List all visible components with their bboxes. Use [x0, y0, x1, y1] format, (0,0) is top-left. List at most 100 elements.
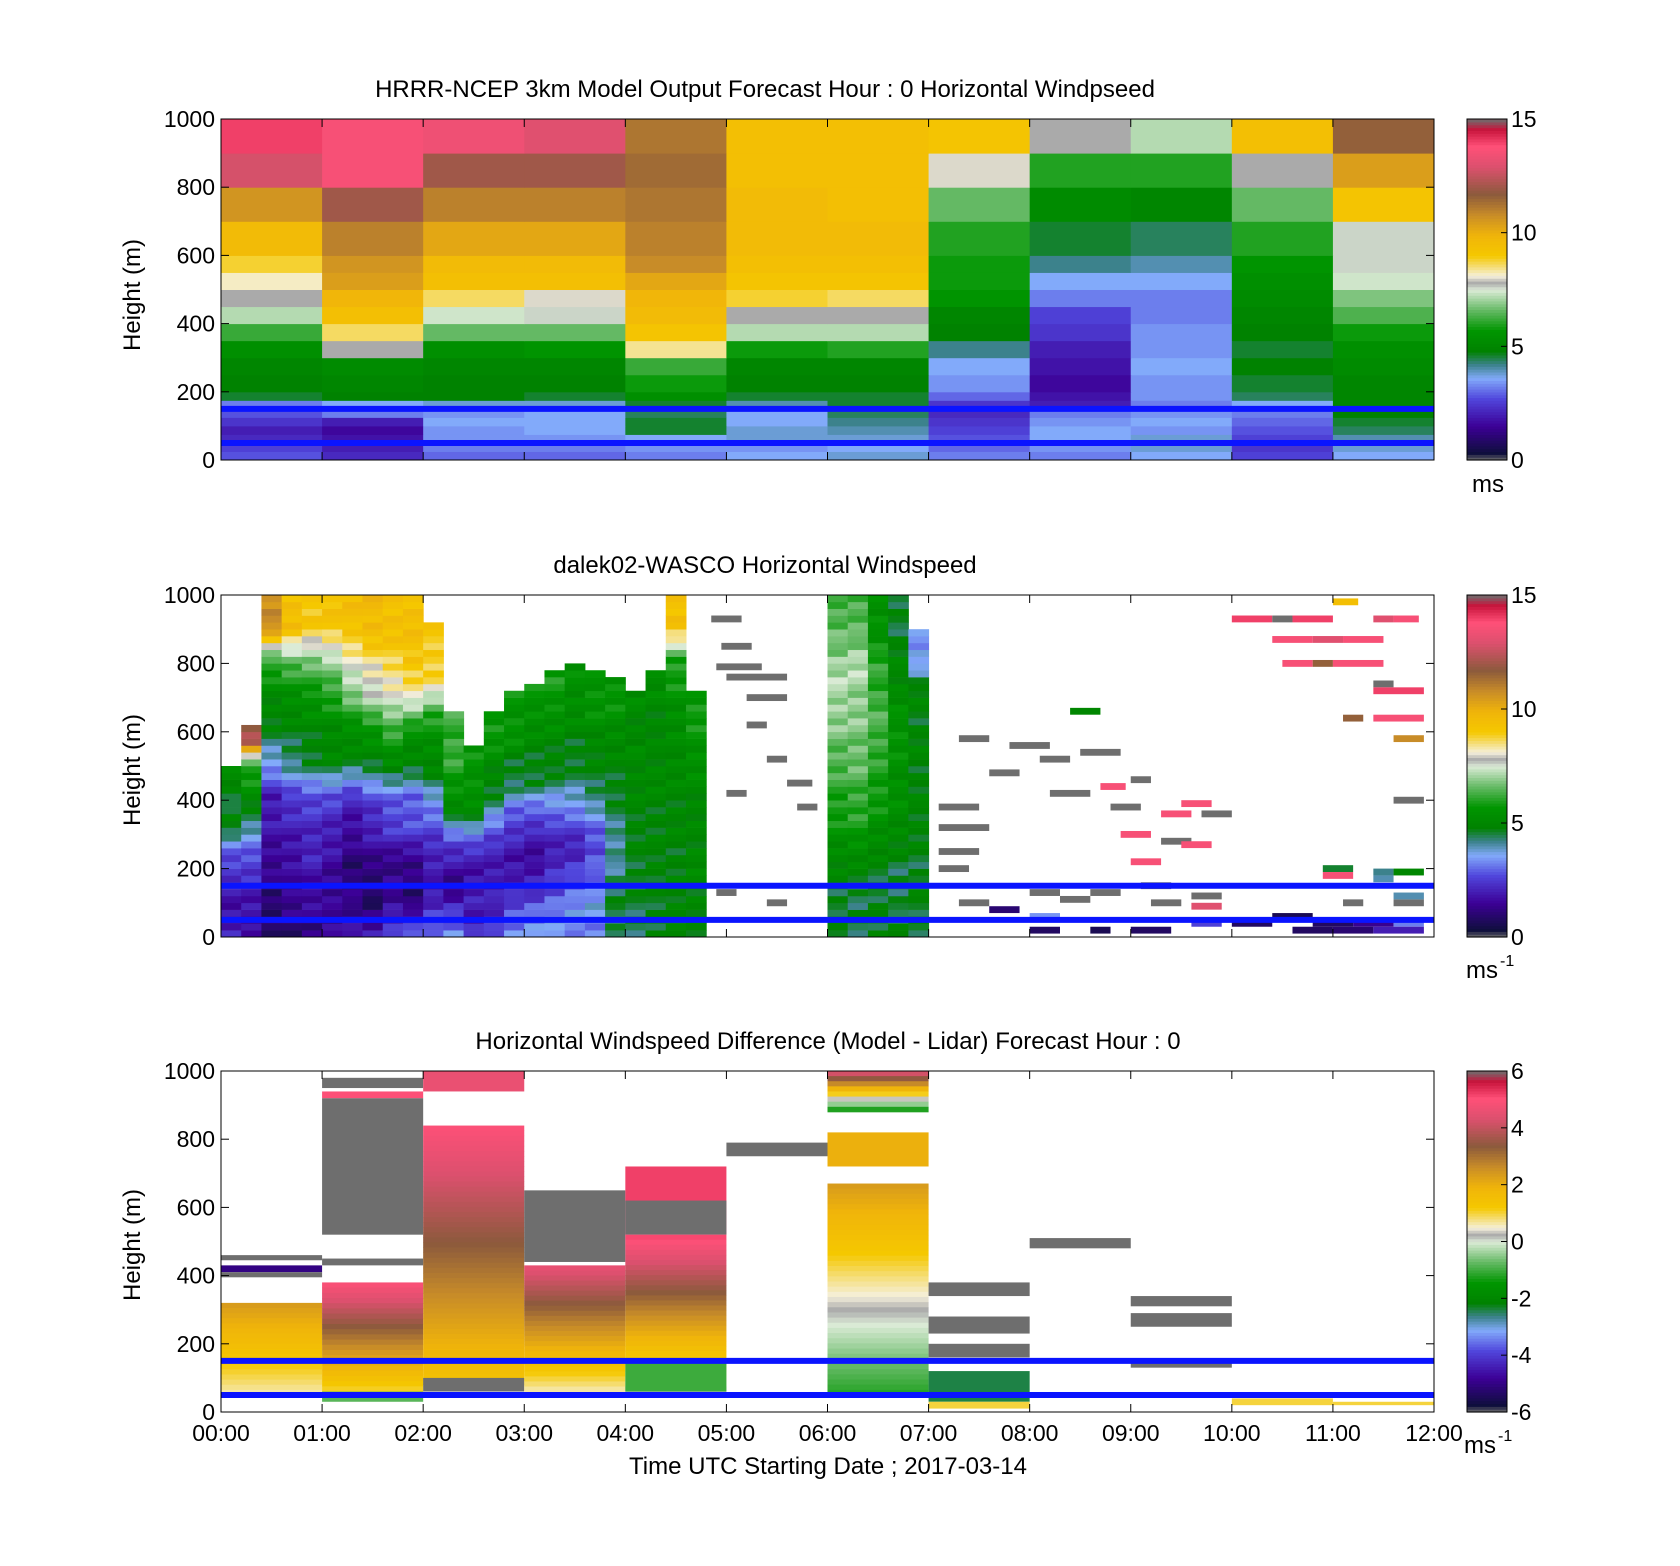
difference-cell — [827, 1322, 929, 1329]
colorbar-swatch — [1467, 1380, 1507, 1385]
lidar-cell — [382, 800, 404, 808]
lidar-cell — [847, 745, 869, 753]
lidar-cell — [908, 718, 930, 726]
colorbar-swatch — [1467, 133, 1507, 137]
colorbar-swatch — [1467, 1170, 1507, 1174]
lidar-cell — [685, 813, 707, 822]
colorbar-swatch — [1467, 760, 1507, 764]
lidar-cell — [847, 704, 869, 712]
difference-cell — [827, 1183, 929, 1190]
lidar-cell — [301, 772, 323, 780]
lidar-cell — [281, 683, 303, 692]
lidar-cell — [504, 766, 525, 774]
colorbar-swatch — [1467, 720, 1507, 724]
lidar-cell — [685, 772, 707, 780]
colorbar-swatch — [1467, 1122, 1507, 1126]
lidar-cell — [382, 608, 404, 616]
colorbar-swatch — [1467, 352, 1507, 356]
difference-cell — [322, 1303, 424, 1309]
lidar-cell — [645, 766, 667, 774]
lidar-cell — [443, 848, 465, 856]
lidar-cell — [362, 677, 384, 685]
lidar-cell — [342, 807, 364, 815]
lidar-cell — [483, 909, 505, 917]
colorbar-swatch — [1467, 428, 1507, 433]
colorbar-swatch — [1467, 1355, 1507, 1359]
lidar-cell — [261, 861, 283, 869]
lidar-segment — [1049, 789, 1091, 797]
lidar-cell — [301, 608, 323, 616]
colorbar-swatch — [1467, 1258, 1507, 1262]
lidar-cell — [362, 629, 384, 637]
colorbar-swatch — [1467, 323, 1507, 328]
lidar-cell — [301, 889, 323, 897]
colorbar-swatch — [1467, 774, 1507, 778]
colorbar-swatch — [1467, 397, 1507, 401]
lidar-cell — [443, 909, 465, 917]
lidar-cell — [301, 636, 323, 644]
lidar-cell — [504, 772, 525, 780]
lidar-cell — [322, 909, 343, 917]
lidar-cell — [665, 868, 687, 876]
lidar-cell — [584, 718, 606, 726]
lidar-cell — [847, 766, 869, 774]
colorbar-swatch — [1467, 877, 1507, 881]
panel-model-heatmap — [221, 119, 1435, 461]
lidar-cell — [301, 738, 323, 746]
heatmap-cell — [524, 434, 626, 444]
difference-cell — [524, 1290, 626, 1297]
heatmap-cell — [726, 289, 828, 308]
lidar-cell — [524, 724, 545, 733]
lidar-cell — [685, 902, 707, 910]
colorbar-swatch — [1467, 420, 1507, 424]
lidar-cell — [342, 690, 364, 698]
lidar-cell — [827, 923, 849, 931]
lidar-cell — [241, 923, 262, 931]
lidar-cell — [564, 663, 586, 671]
colorbar-swatch — [1467, 391, 1507, 396]
heatmap-cell — [625, 153, 727, 188]
lidar-cell — [625, 854, 647, 863]
lidar-cell — [564, 813, 586, 822]
lidar-cell — [605, 786, 626, 794]
lidar-cell — [281, 848, 303, 856]
lidar-cell — [281, 895, 303, 904]
lidar-cell — [564, 779, 586, 787]
lidar-cell — [281, 930, 303, 938]
lidar-cell — [665, 649, 687, 657]
lidar-cell — [301, 895, 323, 904]
heatmap-cell — [827, 289, 930, 308]
lidar-segment — [1272, 636, 1313, 643]
colorbar-swatch — [1467, 723, 1507, 727]
lidar-cell — [342, 779, 364, 787]
lidar-cell — [847, 854, 869, 863]
lidar-cell — [342, 663, 364, 671]
lidar-cell — [463, 861, 485, 869]
colorbar-swatch — [1467, 198, 1507, 203]
colorbar-frame — [1466, 594, 1508, 938]
lidar-cell — [362, 895, 384, 904]
difference-cell — [625, 1254, 727, 1261]
lidar-cell — [221, 841, 242, 849]
colorbar-tick-label: 0 — [1511, 1229, 1524, 1255]
lidar-cell — [261, 642, 283, 651]
difference-cell — [827, 1086, 929, 1092]
lidar-cell — [382, 677, 404, 685]
difference-cell — [625, 1330, 727, 1337]
colorbar-swatch — [1467, 360, 1507, 364]
lidar-segment — [1373, 868, 1394, 876]
lidar-cell — [483, 930, 505, 938]
colorbar-swatch — [1467, 1255, 1507, 1260]
lidar-cell — [483, 820, 505, 828]
difference-cell — [827, 1096, 929, 1103]
heatmap-cell — [322, 408, 424, 418]
lidar-cell — [564, 752, 586, 760]
colorbar-swatch — [1467, 649, 1507, 653]
lidar-cell — [443, 807, 465, 815]
lidar-cell — [322, 889, 343, 897]
colorbar-swatch — [1467, 346, 1507, 350]
lidar-cell — [362, 649, 384, 657]
difference-cell — [423, 1161, 525, 1167]
colorbar-swatch — [1467, 1207, 1507, 1211]
xtick-label: 03:00 — [495, 1420, 553, 1446]
